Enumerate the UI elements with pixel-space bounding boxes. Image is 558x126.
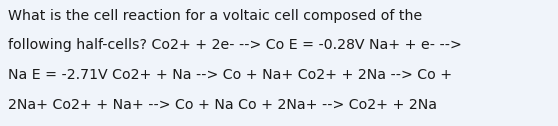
Text: 2Na+ Co2+ + Na+ --> Co + Na Co + 2Na+ --> Co2+ + 2Na: 2Na+ Co2+ + Na+ --> Co + Na Co + 2Na+ --… <box>8 98 437 112</box>
Text: Na E = -2.71V Co2+ + Na --> Co + Na+ Co2+ + 2Na --> Co +: Na E = -2.71V Co2+ + Na --> Co + Na+ Co2… <box>8 68 453 82</box>
Text: following half-cells? Co2+ + 2e- --> Co E = -0.28V Na+ + e- -->: following half-cells? Co2+ + 2e- --> Co … <box>8 38 462 52</box>
Text: What is the cell reaction for a voltaic cell composed of the: What is the cell reaction for a voltaic … <box>8 9 422 23</box>
